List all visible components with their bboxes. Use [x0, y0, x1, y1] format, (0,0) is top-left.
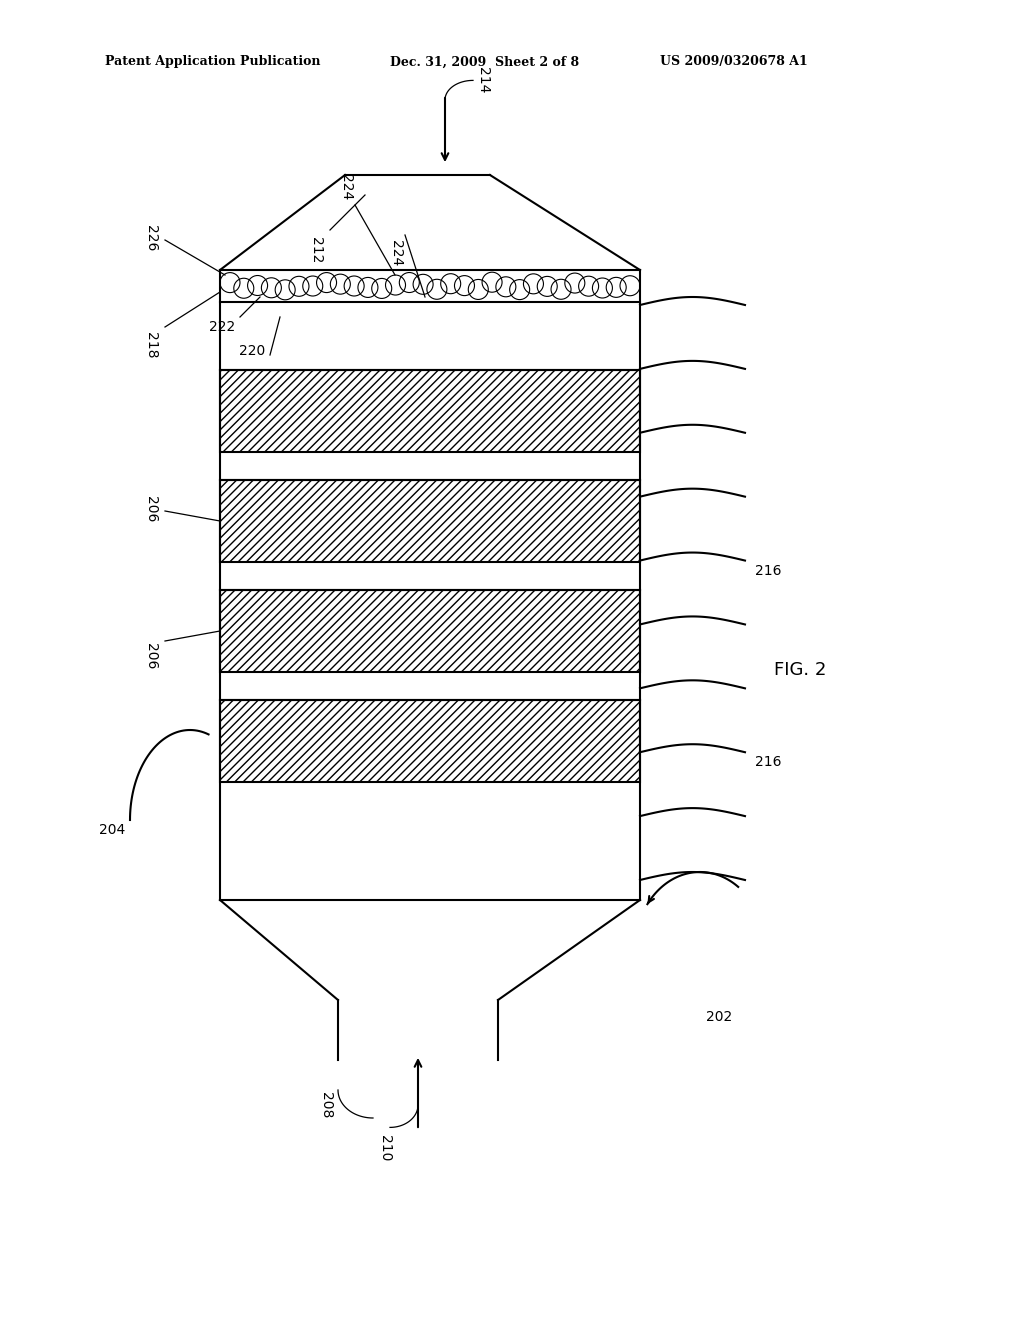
Text: 206: 206: [144, 643, 158, 669]
Text: 206: 206: [144, 496, 158, 523]
Text: 204: 204: [98, 822, 125, 837]
Text: Patent Application Publication: Patent Application Publication: [105, 55, 321, 69]
Text: FIG. 2: FIG. 2: [774, 661, 826, 678]
Text: 208: 208: [319, 1092, 333, 1118]
Text: 212: 212: [309, 238, 323, 264]
Text: 216: 216: [755, 564, 781, 578]
Text: 214: 214: [476, 67, 490, 94]
Text: 210: 210: [378, 1135, 392, 1162]
Bar: [220, 480, 640, 562]
Bar: [220, 700, 640, 781]
Bar: [220, 590, 640, 672]
Text: 222: 222: [209, 319, 234, 334]
Text: 202: 202: [707, 1010, 732, 1024]
Text: 226: 226: [144, 224, 158, 251]
Text: 216: 216: [755, 755, 781, 770]
Text: 218: 218: [144, 333, 158, 359]
Text: 224: 224: [339, 174, 353, 201]
Text: 224: 224: [389, 240, 403, 267]
Text: Dec. 31, 2009  Sheet 2 of 8: Dec. 31, 2009 Sheet 2 of 8: [390, 55, 580, 69]
Text: US 2009/0320678 A1: US 2009/0320678 A1: [660, 55, 808, 69]
Bar: [220, 370, 640, 451]
Text: 220: 220: [239, 345, 265, 358]
